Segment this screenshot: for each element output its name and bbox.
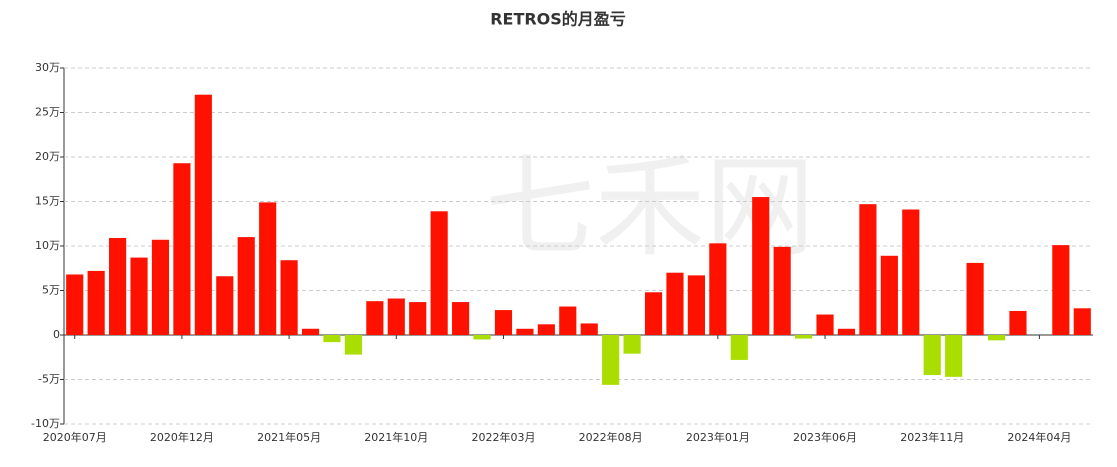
bar <box>623 335 641 354</box>
bar <box>66 274 84 335</box>
x-tick-label: 2023年06月 <box>793 430 857 444</box>
x-tick-label: 2020年12月 <box>150 430 214 444</box>
bar <box>280 260 298 335</box>
bar <box>1052 245 1070 335</box>
bar <box>259 202 277 335</box>
bar <box>773 246 791 335</box>
bar <box>730 335 748 360</box>
bar <box>602 335 620 385</box>
x-tick-label: 2022年08月 <box>579 430 643 444</box>
bar <box>109 237 127 335</box>
bar <box>387 298 405 335</box>
x-tick-label: 2021年05月 <box>257 430 321 444</box>
bar <box>902 209 920 335</box>
bar <box>795 335 813 339</box>
bar <box>923 335 941 376</box>
bar <box>987 335 1006 341</box>
x-tick-label: 2023年11月 <box>900 430 964 444</box>
bar <box>1073 308 1091 335</box>
bar <box>945 335 963 377</box>
bar <box>452 302 470 335</box>
y-tick-label: 0 <box>53 328 60 341</box>
y-tick-label: 5万 <box>42 284 60 297</box>
chart-title: RETROS的月盈亏 <box>490 10 626 29</box>
x-tick-label: 2023年01月 <box>686 430 750 444</box>
bar <box>859 204 877 335</box>
bar <box>966 262 984 335</box>
x-tick-label: 2022年03月 <box>471 430 535 444</box>
bar <box>301 328 320 335</box>
bar <box>516 328 534 335</box>
bar <box>430 211 448 335</box>
bar <box>559 306 577 335</box>
y-tick-label: 20万 <box>35 150 60 163</box>
x-tick-label: 2020年07月 <box>43 430 107 444</box>
bar <box>344 335 362 355</box>
y-tick-label: 10万 <box>35 239 60 252</box>
y-tick-label: 30万 <box>35 61 60 74</box>
x-tick-label: 2024年04月 <box>1007 430 1071 444</box>
bar <box>409 302 427 335</box>
bar <box>130 257 148 335</box>
bar <box>752 197 770 335</box>
bar <box>816 314 834 335</box>
bar <box>173 163 191 335</box>
bar <box>580 323 598 335</box>
bar <box>216 276 234 335</box>
bar <box>194 94 212 335</box>
bar <box>323 335 341 343</box>
bar <box>87 270 105 335</box>
bar <box>237 237 255 335</box>
y-tick-label: 15万 <box>35 195 60 208</box>
bar <box>494 310 513 335</box>
bar <box>537 324 555 335</box>
bar <box>644 292 663 335</box>
bar <box>666 272 684 335</box>
bar <box>366 301 384 335</box>
bar <box>151 239 170 335</box>
bar <box>1009 310 1027 335</box>
bar <box>709 243 727 335</box>
x-tick-label: 2021年10月 <box>364 430 428 444</box>
bar <box>837 328 856 335</box>
bar <box>880 255 898 335</box>
y-tick-label: -10万 <box>31 417 60 430</box>
y-tick-label: -5万 <box>38 373 60 386</box>
bar <box>687 275 705 335</box>
bar <box>473 335 491 340</box>
y-tick-label: 25万 <box>35 106 60 119</box>
